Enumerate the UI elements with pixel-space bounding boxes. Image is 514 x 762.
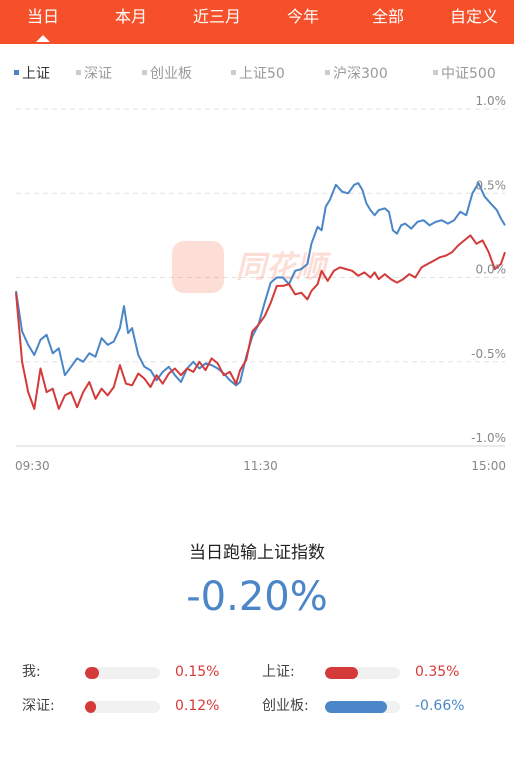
series-line-mine xyxy=(15,234,506,410)
comparison-bar-fill xyxy=(85,667,100,679)
tab-this-year[interactable]: 今年 xyxy=(286,7,319,26)
return-comparison-chart[interactable]: 同花顺 1.0% 0.5% 0.0% -0.5% -1.0% 09:30 11:30 15:0… xyxy=(0,96,514,486)
legend-square-icon xyxy=(325,69,330,75)
legend-square-icon xyxy=(142,69,147,75)
benchmark-csi500[interactable]: 中证500 xyxy=(433,63,496,83)
tab-three-months[interactable]: 近三月 xyxy=(192,7,241,26)
comparison-chinext: 创业板: -0.66% xyxy=(257,696,514,716)
comparison-value: -0.66% xyxy=(415,698,465,714)
tab-custom[interactable]: 自定义 xyxy=(449,7,498,26)
y-tick-label: 0.5% xyxy=(476,178,507,192)
tab-all[interactable]: 全部 xyxy=(371,7,404,26)
benchmark-shanghai[interactable]: 上证 xyxy=(14,63,50,83)
benchmark-shenzhen[interactable]: 深证 xyxy=(76,63,112,83)
benchmark-label: 上证50 xyxy=(239,66,285,82)
legend-square-icon xyxy=(433,69,438,75)
y-tick-label: 0.0% xyxy=(476,263,507,277)
x-tick-label: 09:30 xyxy=(15,459,50,473)
comparison-label: 上证: xyxy=(262,664,295,680)
y-tick-label: -1.0% xyxy=(471,431,506,445)
comparison-mine: 我: 0.15% xyxy=(0,662,257,682)
benchmark-csi300[interactable]: 沪深300 xyxy=(325,63,388,83)
benchmark-sse50[interactable]: 上证50 xyxy=(231,63,285,83)
comparison-value: 0.12% xyxy=(175,698,220,714)
legend-square-icon xyxy=(231,69,236,75)
x-tick-label: 15:00 xyxy=(471,459,506,473)
comparison-shanghai: 上证: 0.35% xyxy=(257,662,514,682)
legend-square-icon xyxy=(14,69,19,75)
period-tab-bar: 当日 本月 近三月 今年 全部 自定义 xyxy=(0,0,514,44)
benchmark-label: 中证500 xyxy=(441,66,496,82)
watermark: 同花顺 xyxy=(172,241,332,293)
comparison-label: 创业板: xyxy=(262,698,309,714)
comparison-bar xyxy=(325,667,400,679)
benchmark-label: 创业板 xyxy=(150,66,192,82)
benchmark-label: 沪深300 xyxy=(333,66,388,82)
comparison-bar-fill xyxy=(325,667,358,679)
benchmark-label: 上证 xyxy=(22,66,50,82)
comparison-label: 我: xyxy=(22,664,41,680)
comparison-shenzhen: 深证: 0.12% xyxy=(0,696,257,716)
benchmark-chinext[interactable]: 创业板 xyxy=(142,63,192,83)
tab-today[interactable]: 当日 xyxy=(13,0,73,44)
y-tick-label: -0.5% xyxy=(471,347,506,361)
watermark-logo-icon xyxy=(172,241,224,293)
benchmark-label: 深证 xyxy=(84,66,112,82)
comparison-bar-fill xyxy=(325,701,387,713)
series-line-index xyxy=(15,182,506,387)
x-tick-label: 11:30 xyxy=(243,459,278,473)
y-tick-label: 1.0% xyxy=(476,96,507,108)
summary-title: 当日跑输上证指数 xyxy=(189,543,325,563)
comparison-label: 深证: xyxy=(22,698,55,714)
comparison-bar xyxy=(85,701,160,713)
summary-value: -0.20% xyxy=(186,574,328,620)
comparison-value: 0.15% xyxy=(175,664,220,680)
comparison-bar xyxy=(85,667,160,679)
tab-this-month[interactable]: 本月 xyxy=(114,7,147,26)
comparison-bar xyxy=(325,701,400,713)
comparison-bar-fill xyxy=(85,701,97,713)
comparison-value: 0.35% xyxy=(415,664,460,680)
legend-square-icon xyxy=(76,69,81,75)
